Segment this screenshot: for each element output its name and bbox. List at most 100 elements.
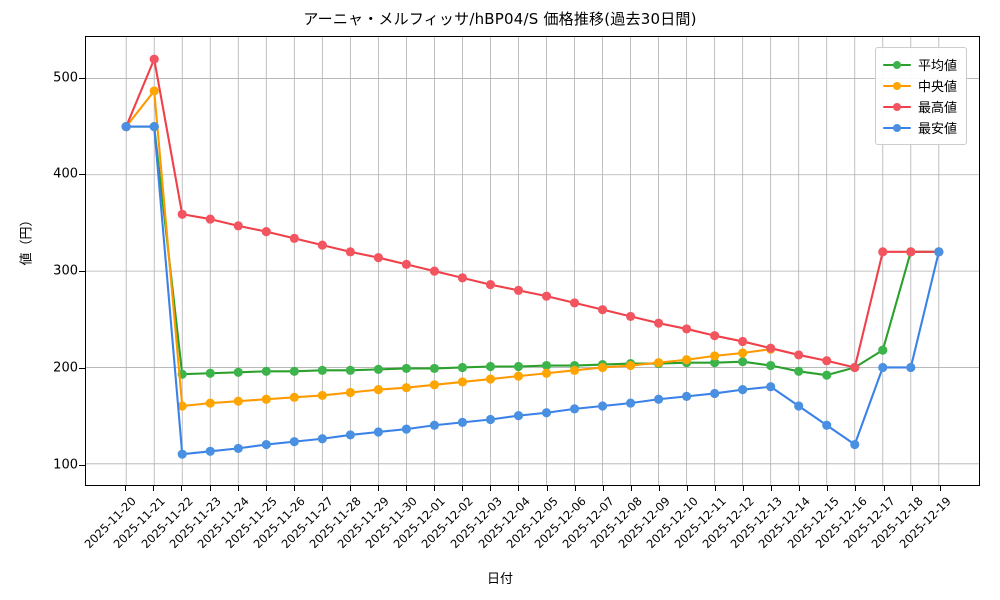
data-point [149,54,159,64]
legend-swatch-icon [882,79,911,93]
series-line [125,125,940,456]
data-point [457,362,468,373]
data-point [822,420,832,430]
data-point [261,366,271,376]
data-point [401,424,411,434]
data-point [569,365,580,375]
data-point [429,363,440,373]
data-point [682,324,692,334]
data-point [738,348,748,358]
x-tick-mark [602,486,604,491]
x-tick-mark [630,486,632,491]
data-point [457,273,468,283]
data-point [317,240,327,250]
data-point [710,331,720,341]
x-tick-mark [546,486,548,491]
y-tick-mark [79,174,85,176]
legend-swatch-icon [882,100,911,114]
data-point [794,401,804,411]
x-axis-tick-marks [85,486,980,494]
data-point [738,357,748,367]
data-point [289,392,299,402]
x-tick-mark [237,486,239,491]
chart-legend: 平均値中央値 最高値最安値 [874,47,967,145]
legend-label: 中央値 [917,80,957,95]
data-point [233,367,243,377]
plot-svg [86,37,979,485]
x-tick-mark [743,486,745,491]
data-point [373,253,383,263]
data-point [738,385,748,395]
data-point [625,360,636,371]
legend-item-2[interactable]: 中央値 [882,75,957,96]
y-tick-mark [79,77,85,79]
legend-item-4[interactable]: 最安値 [882,117,957,138]
gridlines [86,37,979,485]
plot-area: 平均値中央値 最高値最安値 [85,36,980,486]
data-point [149,122,159,132]
data-point [906,247,916,257]
data-point [373,364,383,374]
x-tick-mark [715,486,717,491]
data-point [625,398,636,408]
y-tick-label: 400 [53,166,78,182]
legend-item-1[interactable]: 平均値 [882,54,957,75]
legend-label: 最安値 [917,122,957,137]
x-tick-mark [518,486,520,491]
data-point [710,358,720,368]
data-point [513,361,524,372]
data-point [345,247,355,257]
data-point [822,356,832,366]
data-point [485,280,496,290]
x-tick-mark [827,486,829,491]
series-line [125,58,940,369]
legend-swatch-icon [882,58,911,72]
data-point [177,401,187,411]
data-point [233,443,243,453]
data-point [850,362,860,373]
data-point [597,305,608,315]
data-point [401,259,411,269]
x-tick-mark [658,486,660,491]
data-point [682,391,692,401]
data-point [121,122,131,132]
data-point [654,318,664,328]
x-axis-label: 日付 [486,572,513,587]
data-point [878,345,888,355]
x-tick-mark [125,486,127,491]
series-4 [121,122,944,459]
x-tick-mark [153,486,155,491]
y-tick-label: 200 [53,360,78,376]
data-point [261,439,271,450]
x-tick-mark [434,486,436,491]
data-point [710,388,720,399]
data-point [317,365,327,375]
data-point [906,362,916,373]
data-point [345,365,355,375]
data-point [710,351,720,361]
data-point [345,387,355,398]
data-point [177,209,187,219]
data-point [401,383,411,393]
data-point [177,449,187,459]
data-point [317,434,327,444]
series-1 [121,122,944,380]
series-line [125,89,772,408]
x-tick-mark [911,486,913,491]
data-point [289,233,299,243]
data-point [513,411,524,421]
data-point [625,311,636,321]
data-point [457,377,468,387]
data-point [597,401,608,411]
y-tick-mark [79,271,85,273]
data-point [233,221,243,231]
data-point [205,398,215,408]
legend-item-3[interactable]: 最高値 [882,96,957,117]
data-point [373,385,383,395]
data-point [682,355,692,365]
x-tick-mark [490,486,492,491]
data-point [205,446,215,456]
data-point [373,427,383,437]
data-point [794,366,804,376]
legend-dot [892,102,901,111]
